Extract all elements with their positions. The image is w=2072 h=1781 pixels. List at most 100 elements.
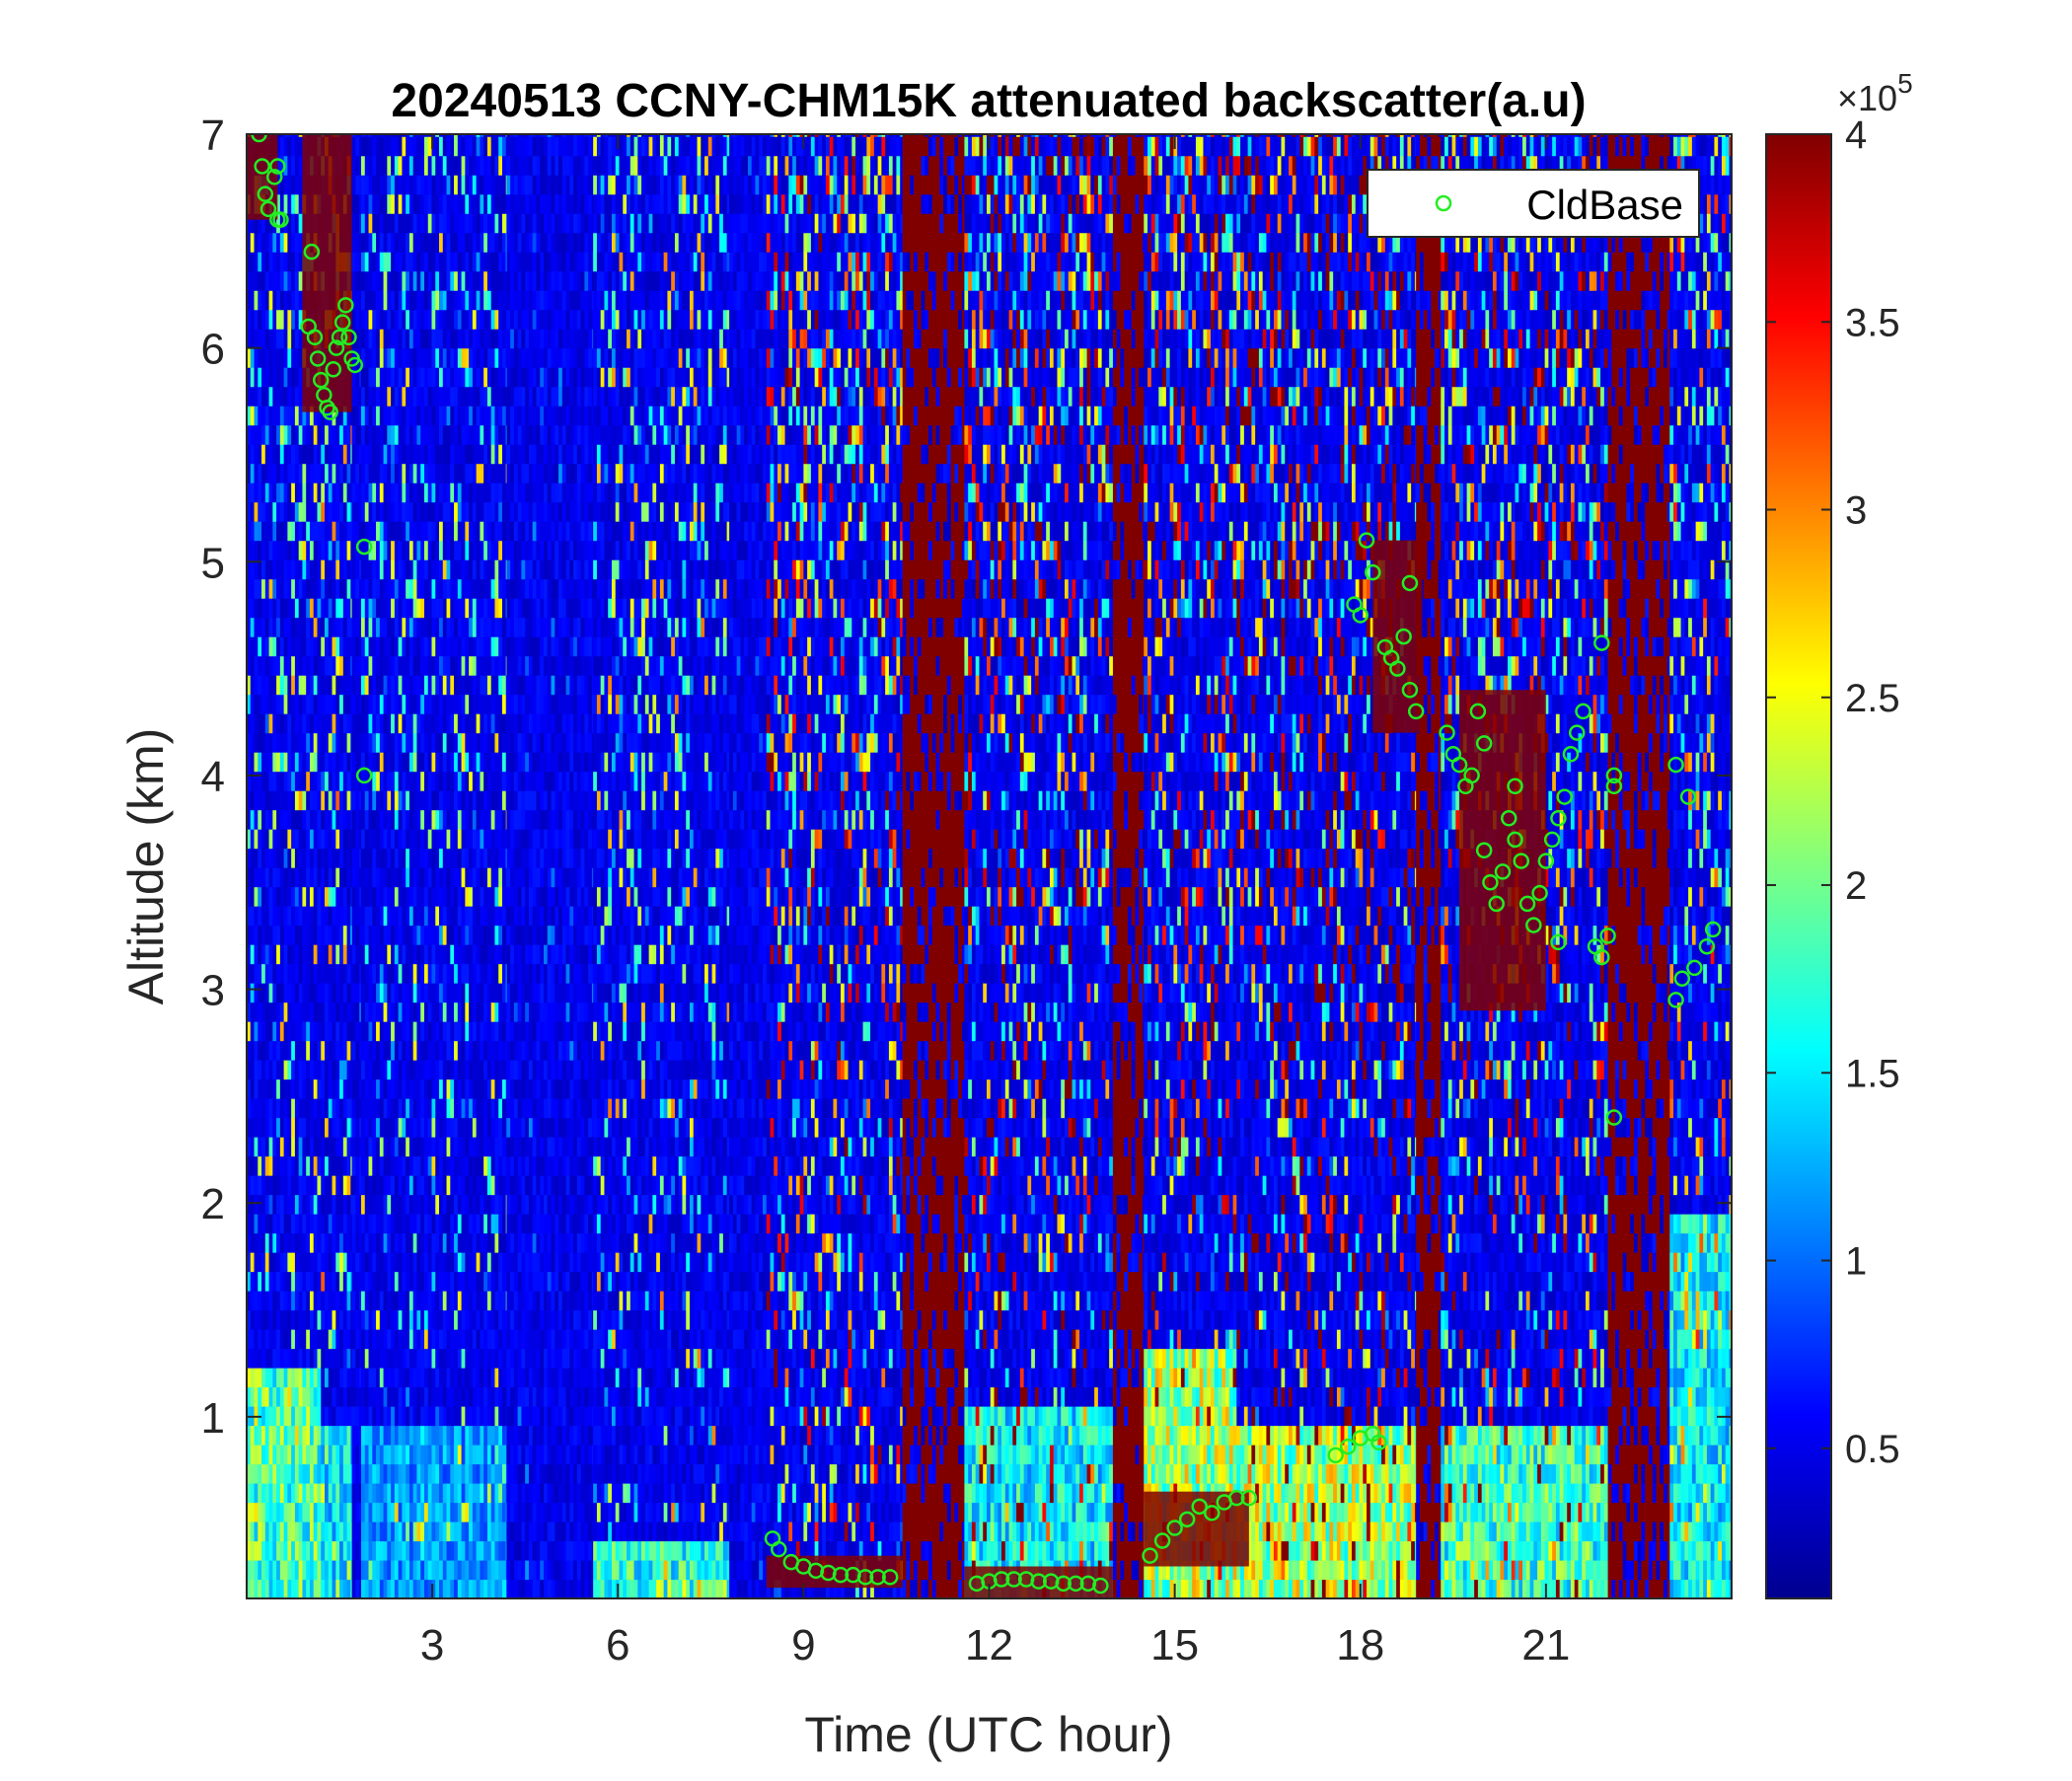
heatmap-cell [314, 983, 318, 1002]
heatmap-cell [420, 310, 424, 330]
heatmap-cell [477, 1406, 481, 1426]
heatmap-cell [406, 1580, 409, 1599]
heatmap-cell [387, 1521, 391, 1541]
heatmap-cell [355, 1541, 359, 1561]
heatmap-cell [329, 1483, 333, 1503]
heatmap-cell [295, 444, 299, 464]
heatmap-cell [325, 790, 329, 810]
heatmap-cell [265, 310, 269, 330]
heatmap-cell [325, 1329, 329, 1349]
heatmap-cell [261, 906, 265, 926]
heatmap-cell [317, 1272, 321, 1292]
heatmap-cell [416, 1483, 420, 1503]
heatmap-cell [280, 1041, 284, 1061]
heatmap-cell [276, 790, 280, 810]
heatmap-cell [333, 1426, 336, 1446]
heatmap-cell [409, 502, 413, 522]
heatmap-cell [435, 290, 439, 310]
heatmap-cell [406, 136, 409, 156]
heatmap-cell [369, 695, 373, 714]
heatmap-cell [258, 1156, 261, 1176]
heatmap-cell [420, 618, 424, 637]
heatmap-cell [454, 1560, 458, 1580]
heatmap-cell [447, 1580, 451, 1599]
heatmap-cell [295, 887, 299, 907]
heatmap-cell [287, 983, 291, 1002]
heatmap-cell [376, 790, 380, 810]
heatmap-cell [284, 1291, 288, 1310]
heatmap-cell [477, 695, 481, 714]
heatmap-cell [413, 810, 417, 830]
heatmap-cell [462, 1002, 466, 1022]
heatmap-cell [333, 1060, 336, 1079]
heatmap-cell [352, 906, 356, 926]
heatmap-cell [477, 1156, 481, 1176]
heatmap-cell [284, 1214, 288, 1233]
heatmap-cell [447, 810, 451, 830]
heatmap-cell [454, 1310, 458, 1330]
heatmap-cell [369, 849, 373, 868]
heatmap-cell [347, 695, 351, 714]
heatmap-cell [314, 772, 318, 791]
heatmap-cell [406, 887, 409, 907]
heatmap-cell [280, 810, 284, 830]
heatmap-cell [458, 810, 462, 830]
heatmap-cell [372, 541, 376, 560]
heatmap-cell [447, 579, 451, 599]
heatmap-cell [365, 1118, 369, 1138]
heatmap-cell [365, 425, 369, 445]
heatmap-cell [454, 713, 458, 733]
heatmap-cell [276, 1368, 280, 1387]
heatmap-cell [343, 1503, 347, 1522]
heatmap-cell [380, 271, 384, 291]
heatmap-cell [458, 1098, 462, 1118]
heatmap-cell [399, 983, 403, 1002]
heatmap-cell [251, 1252, 255, 1272]
heatmap-cell [406, 482, 409, 502]
heatmap-cell [291, 1503, 295, 1522]
heatmap-cell [339, 983, 343, 1002]
heatmap-cell [365, 926, 369, 945]
heatmap-cell [295, 194, 299, 214]
heatmap-cell [469, 233, 473, 253]
heatmap-cell [462, 695, 466, 714]
heatmap-cell [473, 1349, 477, 1369]
heatmap-cell [376, 348, 380, 368]
heatmap-cell [391, 1368, 395, 1387]
heatmap-cell [435, 1079, 439, 1099]
heatmap-cell [477, 1329, 481, 1349]
heatmap-cell [395, 1464, 399, 1484]
heatmap-cell [295, 290, 299, 310]
heatmap-cell [462, 598, 466, 618]
heatmap-cell [409, 618, 413, 637]
heatmap-cell [480, 1387, 483, 1407]
heatmap-cell [355, 1368, 359, 1387]
heatmap-cell [255, 1560, 259, 1580]
heatmap-cell [284, 1310, 288, 1330]
heatmap-cell [276, 387, 280, 407]
heatmap-cell [317, 983, 321, 1002]
heatmap-cell [435, 1560, 439, 1580]
heatmap-cell [462, 1195, 466, 1215]
heatmap-cell [372, 1291, 376, 1310]
heatmap-cell [310, 1195, 314, 1215]
heatmap-cell [384, 849, 388, 868]
heatmap-cell [287, 194, 291, 214]
heatmap-cell [413, 521, 417, 541]
heatmap-cell [295, 1368, 299, 1387]
heatmap-cell [409, 1503, 413, 1522]
heatmap-cell [413, 1272, 417, 1292]
heatmap-cell [402, 387, 406, 407]
heatmap-cell [406, 810, 409, 830]
heatmap-cell [406, 290, 409, 310]
heatmap-cell [335, 559, 339, 579]
heatmap-cell [284, 810, 288, 830]
heatmap-cell [431, 1329, 435, 1349]
heatmap-cell [413, 579, 417, 599]
heatmap-cell [447, 906, 451, 926]
heatmap-cell [299, 926, 303, 945]
heatmap-cell [295, 790, 299, 810]
heatmap-cell [251, 521, 255, 541]
heatmap-cell [258, 1252, 261, 1272]
heatmap-cell [299, 579, 303, 599]
